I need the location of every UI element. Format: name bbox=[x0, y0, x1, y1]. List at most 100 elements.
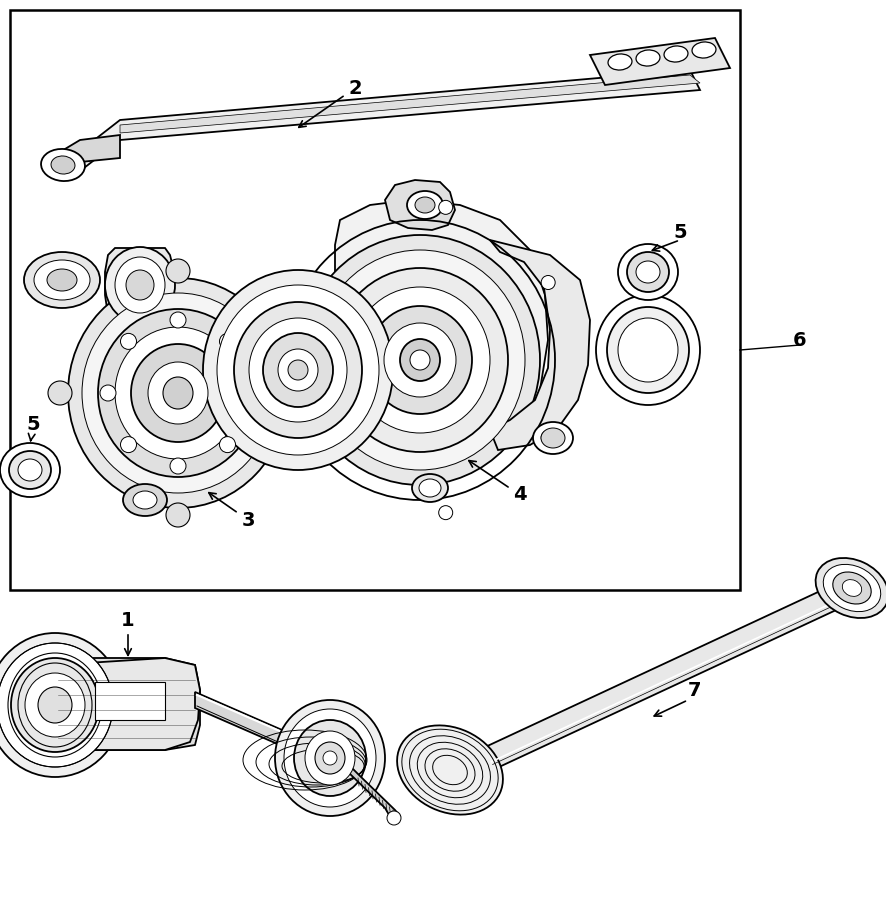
Ellipse shape bbox=[47, 269, 77, 291]
Ellipse shape bbox=[34, 260, 89, 300]
Text: 1: 1 bbox=[121, 610, 135, 629]
Ellipse shape bbox=[315, 742, 345, 774]
Ellipse shape bbox=[384, 323, 455, 397]
Ellipse shape bbox=[203, 270, 392, 470]
Ellipse shape bbox=[540, 428, 564, 448]
Circle shape bbox=[166, 503, 190, 527]
Circle shape bbox=[284, 430, 299, 445]
Circle shape bbox=[120, 436, 136, 453]
Ellipse shape bbox=[234, 302, 361, 438]
Polygon shape bbox=[335, 200, 548, 470]
Circle shape bbox=[240, 385, 256, 401]
Ellipse shape bbox=[133, 491, 157, 509]
Ellipse shape bbox=[41, 148, 85, 181]
Ellipse shape bbox=[331, 268, 508, 452]
Ellipse shape bbox=[0, 633, 123, 777]
Ellipse shape bbox=[284, 709, 376, 807]
Ellipse shape bbox=[664, 46, 688, 62]
Ellipse shape bbox=[409, 350, 430, 370]
Bar bbox=[95, 682, 165, 720]
Ellipse shape bbox=[315, 250, 525, 470]
Ellipse shape bbox=[24, 252, 100, 308]
Ellipse shape bbox=[11, 658, 99, 752]
Ellipse shape bbox=[217, 285, 378, 455]
Circle shape bbox=[284, 275, 299, 290]
Polygon shape bbox=[347, 768, 400, 820]
Circle shape bbox=[219, 333, 235, 349]
Ellipse shape bbox=[635, 50, 659, 66]
Polygon shape bbox=[385, 180, 455, 230]
Polygon shape bbox=[55, 658, 199, 750]
Polygon shape bbox=[88, 288, 265, 488]
Ellipse shape bbox=[842, 580, 860, 597]
Polygon shape bbox=[195, 692, 309, 762]
Ellipse shape bbox=[822, 564, 880, 612]
Circle shape bbox=[540, 430, 555, 445]
Circle shape bbox=[439, 201, 452, 214]
Ellipse shape bbox=[18, 459, 42, 481]
Text: 4: 4 bbox=[469, 461, 526, 505]
Polygon shape bbox=[45, 658, 199, 750]
Ellipse shape bbox=[323, 751, 337, 765]
Ellipse shape bbox=[415, 197, 434, 213]
Ellipse shape bbox=[0, 443, 60, 497]
Ellipse shape bbox=[249, 318, 346, 422]
Ellipse shape bbox=[368, 306, 471, 414]
Ellipse shape bbox=[277, 349, 318, 391]
Text: 6: 6 bbox=[792, 330, 806, 349]
Ellipse shape bbox=[618, 244, 677, 300]
Ellipse shape bbox=[131, 344, 225, 442]
Ellipse shape bbox=[411, 474, 447, 502]
Polygon shape bbox=[485, 584, 843, 770]
Ellipse shape bbox=[105, 247, 175, 323]
Polygon shape bbox=[75, 70, 699, 175]
Ellipse shape bbox=[350, 287, 489, 433]
Ellipse shape bbox=[25, 673, 85, 737]
Ellipse shape bbox=[0, 643, 113, 767]
Ellipse shape bbox=[418, 479, 440, 497]
Circle shape bbox=[540, 275, 555, 290]
Ellipse shape bbox=[263, 333, 332, 407]
Ellipse shape bbox=[293, 720, 366, 796]
Text: 3: 3 bbox=[208, 492, 254, 529]
Circle shape bbox=[166, 259, 190, 283]
Polygon shape bbox=[105, 248, 175, 322]
Ellipse shape bbox=[635, 261, 659, 283]
Polygon shape bbox=[589, 38, 729, 85]
Circle shape bbox=[120, 333, 136, 349]
Circle shape bbox=[439, 506, 452, 519]
Circle shape bbox=[219, 436, 235, 453]
Ellipse shape bbox=[97, 309, 258, 477]
Ellipse shape bbox=[832, 572, 870, 604]
Ellipse shape bbox=[82, 293, 274, 493]
Polygon shape bbox=[120, 75, 699, 133]
Ellipse shape bbox=[299, 235, 540, 485]
Ellipse shape bbox=[163, 377, 193, 409]
Ellipse shape bbox=[400, 339, 439, 381]
Ellipse shape bbox=[123, 484, 167, 516]
Polygon shape bbox=[55, 135, 120, 175]
Ellipse shape bbox=[115, 257, 165, 313]
Text: 5: 5 bbox=[672, 222, 686, 241]
Text: 2: 2 bbox=[299, 78, 361, 127]
Ellipse shape bbox=[51, 156, 75, 174]
Ellipse shape bbox=[814, 558, 886, 618]
Circle shape bbox=[170, 312, 186, 328]
Ellipse shape bbox=[595, 295, 699, 405]
Ellipse shape bbox=[407, 191, 442, 219]
Ellipse shape bbox=[607, 54, 631, 70]
Ellipse shape bbox=[532, 422, 572, 454]
Ellipse shape bbox=[305, 731, 354, 785]
Ellipse shape bbox=[148, 362, 207, 424]
Ellipse shape bbox=[397, 725, 502, 815]
Text: 5: 5 bbox=[27, 416, 40, 441]
Bar bbox=[10, 10, 739, 590]
Ellipse shape bbox=[37, 685, 73, 725]
Circle shape bbox=[100, 385, 116, 401]
Ellipse shape bbox=[626, 252, 668, 292]
Ellipse shape bbox=[691, 42, 715, 58]
Circle shape bbox=[48, 381, 72, 405]
Ellipse shape bbox=[606, 307, 688, 393]
Text: 7: 7 bbox=[688, 680, 701, 699]
Ellipse shape bbox=[68, 278, 288, 508]
